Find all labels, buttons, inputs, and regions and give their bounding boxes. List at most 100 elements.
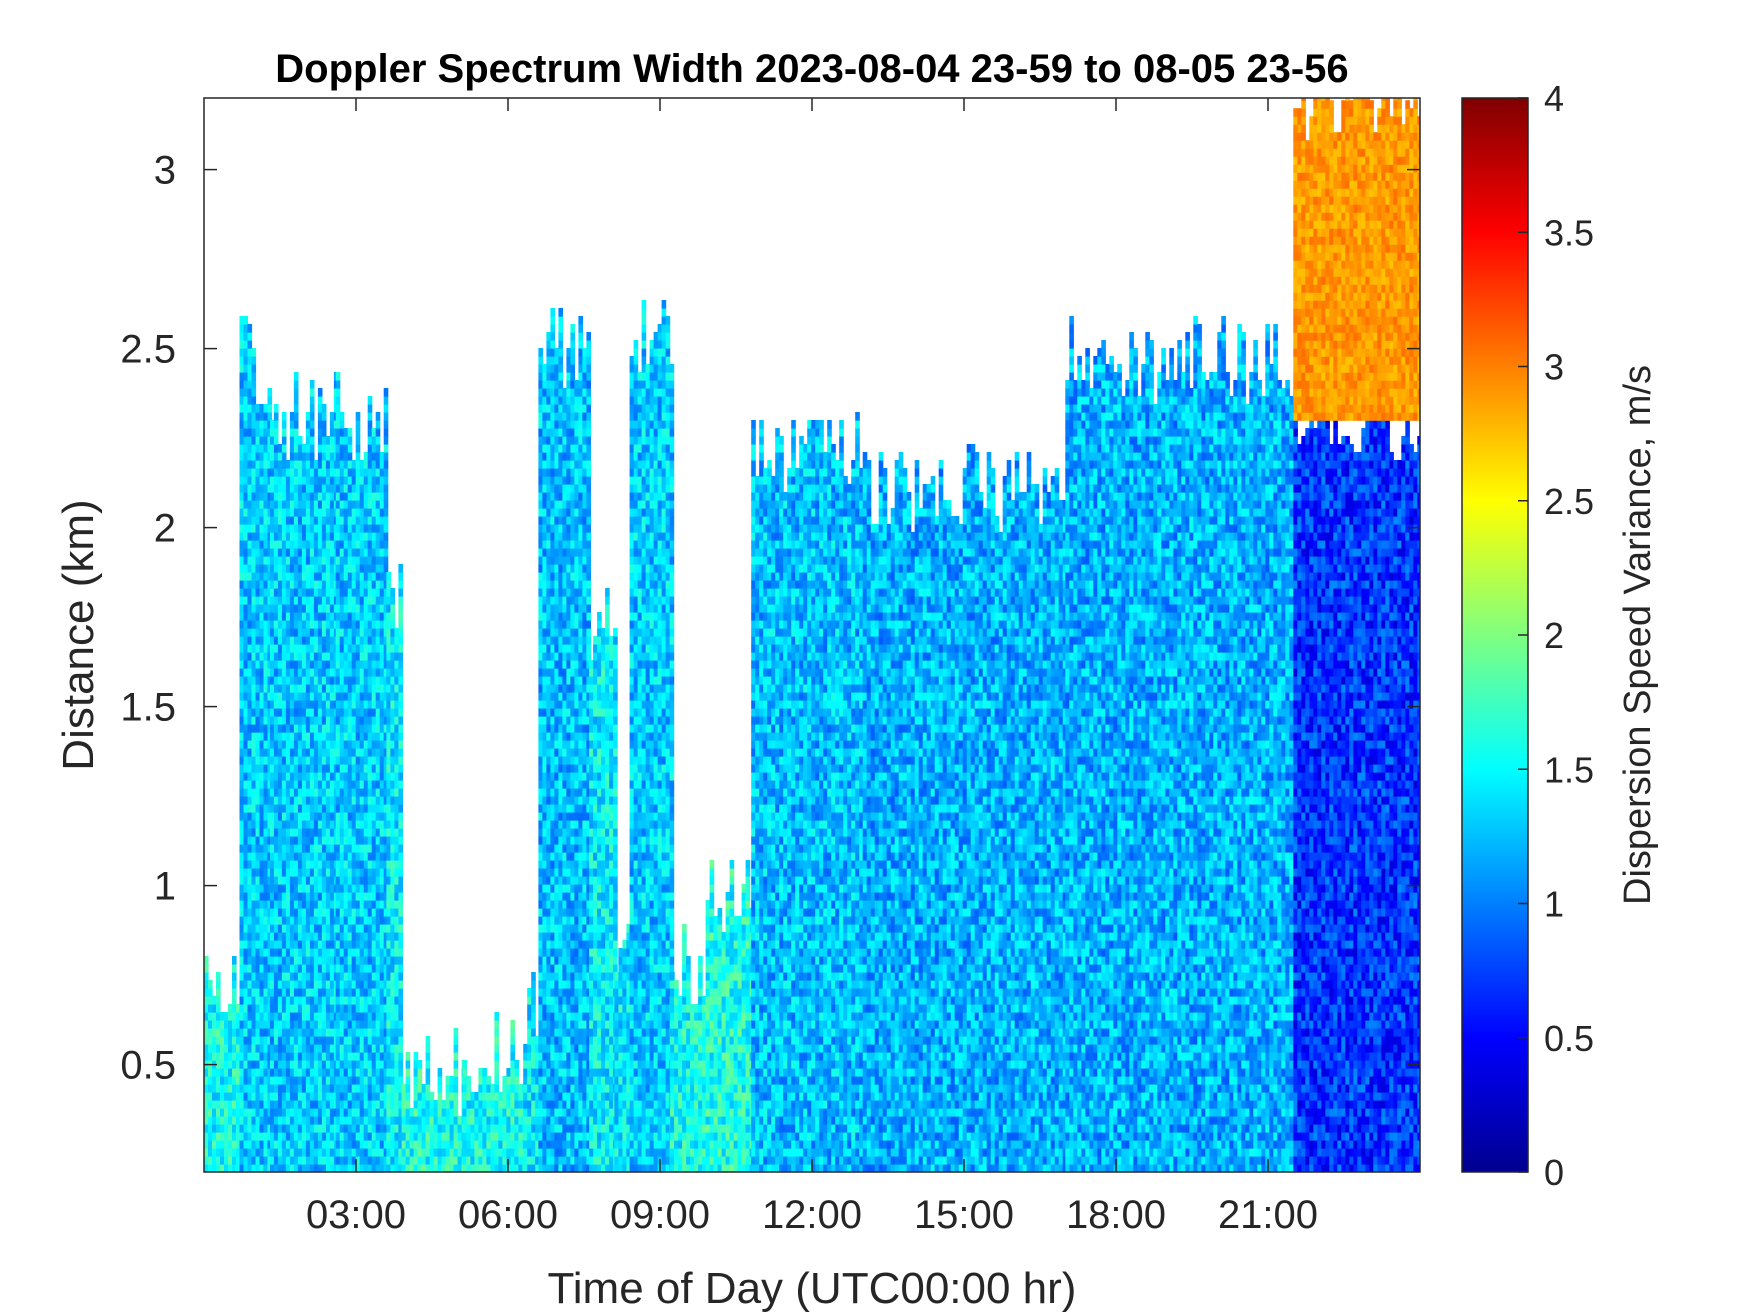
heatmap-cell [386, 708, 391, 717]
heatmap-cell [454, 1124, 459, 1133]
heatmap-cell [270, 900, 275, 909]
heatmap-cell [256, 1148, 261, 1157]
heatmap-cell [260, 644, 265, 653]
heatmap-cell [256, 532, 261, 541]
heatmap-cell [546, 860, 551, 869]
heatmap-cell [326, 900, 331, 909]
heatmap-cell [394, 876, 399, 885]
heatmap-cell [390, 732, 395, 741]
heatmap-cell [298, 828, 303, 837]
heatmap-cell [386, 964, 391, 973]
heatmap-cell [248, 1116, 253, 1125]
heatmap-cell [542, 1116, 547, 1125]
heatmap-cell [260, 1132, 265, 1141]
heatmap-cell [232, 1076, 237, 1085]
heatmap-cell [336, 1012, 341, 1021]
heatmap-cell [356, 796, 361, 805]
heatmap-cell [298, 964, 303, 973]
heatmap-cell [454, 1148, 459, 1157]
heatmap-cell [376, 492, 381, 501]
heatmap-cell [340, 620, 345, 629]
heatmap-cell [282, 428, 287, 437]
heatmap-cell [298, 1044, 303, 1053]
heatmap-cell [264, 1052, 269, 1061]
heatmap-cell [352, 852, 357, 861]
heatmap-cell [538, 724, 543, 733]
heatmap-cell [240, 1012, 245, 1021]
heatmap-cell [270, 964, 275, 973]
heatmap-cell [402, 1148, 407, 1157]
heatmap-cell [318, 788, 323, 797]
heatmap-cell [310, 1156, 315, 1165]
heatmap-cell [322, 412, 327, 421]
heatmap-cell [506, 1108, 511, 1117]
heatmap-cell [426, 1140, 431, 1149]
heatmap-cell [310, 1004, 315, 1013]
heatmap-cell [348, 556, 353, 565]
heatmap-cell [260, 748, 265, 757]
heatmap-cell [290, 732, 295, 741]
heatmap-cell [248, 724, 253, 733]
heatmap-cell [282, 1100, 287, 1109]
heatmap-cell [348, 1020, 353, 1029]
heatmap-cell [294, 1036, 299, 1045]
heatmap-cell [376, 1052, 381, 1061]
heatmap-cell [390, 908, 395, 917]
heatmap-cell [270, 956, 275, 965]
heatmap-cell [322, 996, 327, 1005]
heatmap-cell [278, 924, 283, 933]
heatmap-cell [336, 708, 341, 717]
heatmap-cell [360, 540, 365, 549]
heatmap-cell [278, 812, 283, 821]
heatmap-cell [398, 868, 403, 877]
heatmap-cell [310, 628, 315, 637]
heatmap-cell [398, 964, 403, 973]
heatmap-cell [260, 668, 265, 677]
heatmap-cell [340, 644, 345, 653]
heatmap-cell [314, 836, 319, 845]
heatmap-cell [372, 764, 377, 773]
heatmap-cell [306, 1124, 311, 1133]
heatmap-cell [260, 532, 265, 541]
heatmap-cell [264, 1084, 269, 1093]
heatmap-cell [326, 964, 331, 973]
heatmap-cell [294, 692, 299, 701]
heatmap-cell [310, 812, 315, 821]
heatmap-cell [330, 444, 335, 453]
heatmap-cell [326, 1076, 331, 1085]
heatmap-cell [322, 876, 327, 885]
heatmap-cell [538, 980, 543, 989]
heatmap-cell [542, 756, 547, 765]
heatmap-cell [372, 644, 377, 653]
heatmap-cell [406, 1084, 411, 1093]
heatmap-cell [398, 1028, 403, 1037]
heatmap-cell [330, 964, 335, 973]
heatmap-cell [386, 884, 391, 893]
heatmap-cell [336, 844, 341, 853]
heatmap-cell [376, 892, 381, 901]
heatmap-cell [248, 836, 253, 845]
heatmap-cell [531, 1020, 536, 1029]
heatmap-cell [264, 1036, 269, 1045]
heatmap-cell [302, 1124, 307, 1133]
heatmap-cell [274, 940, 279, 949]
heatmap-cell [264, 972, 269, 981]
heatmap-cell [386, 844, 391, 853]
heatmap-cell [216, 1124, 221, 1133]
heatmap-cell [290, 812, 295, 821]
heatmap-cell [376, 1148, 381, 1157]
heatmap-cell [286, 524, 291, 533]
heatmap-cell [244, 620, 249, 629]
heatmap-cell [310, 900, 315, 909]
heatmap-cell [314, 972, 319, 981]
heatmap-cell [348, 900, 353, 909]
heatmap-cell [264, 428, 269, 437]
heatmap-cell [282, 516, 287, 525]
heatmap-cell [330, 860, 335, 869]
heatmap-cell [398, 732, 403, 741]
heatmap-cell [306, 1052, 311, 1061]
heatmap-cell [240, 412, 245, 421]
heatmap-cell [256, 780, 261, 789]
heatmap-cell [298, 812, 303, 821]
heatmap-cell [322, 548, 327, 557]
